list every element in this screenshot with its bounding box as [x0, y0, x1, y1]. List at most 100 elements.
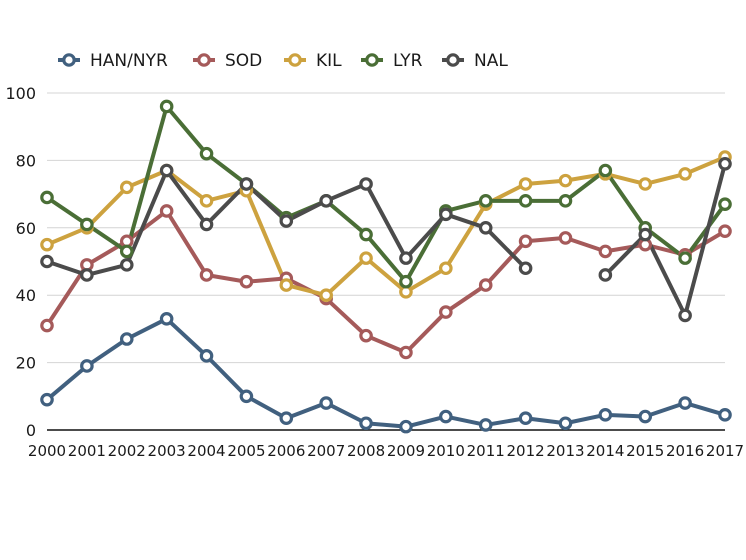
- data-point-nal: [518, 261, 533, 276]
- legend-marker: [365, 53, 379, 67]
- data-point-lyr: [40, 190, 54, 205]
- data-point-kil: [40, 237, 54, 252]
- y-tick-label: 20: [16, 354, 36, 373]
- gridlines: [47, 92, 725, 431]
- data-point-sod: [399, 345, 413, 360]
- data-point-kil: [119, 180, 134, 195]
- data-point-nal: [239, 177, 254, 191]
- data-point-han-nyr: [239, 389, 254, 404]
- data-point-han-nyr: [319, 396, 333, 410]
- data-point-nal: [359, 177, 373, 191]
- data-point-nal: [159, 163, 174, 178]
- x-tick-label: 2014: [586, 442, 624, 460]
- data-point-sod: [598, 244, 613, 259]
- data-point-sod: [159, 204, 174, 218]
- data-point-kil: [319, 288, 333, 302]
- legend-item-han-nyr: HAN/NYR: [58, 51, 168, 71]
- x-tick-label: 2011: [467, 442, 505, 460]
- data-point-kil: [199, 194, 214, 208]
- data-point-sod: [239, 274, 254, 289]
- data-point-kil: [279, 278, 294, 292]
- legend-item-sod: SOD: [193, 51, 262, 71]
- data-point-kil: [678, 167, 692, 181]
- legend-label: NAL: [474, 51, 508, 71]
- series-line-lyr: [45, 104, 727, 284]
- data-point-lyr: [159, 99, 174, 114]
- data-point-sod: [558, 231, 573, 245]
- x-tick-label: 2007: [307, 442, 345, 460]
- data-point-kil: [558, 173, 573, 188]
- data-point-lyr: [399, 274, 413, 289]
- data-point-lyr: [678, 251, 692, 265]
- data-point-sod: [359, 328, 373, 343]
- data-point-nal: [399, 251, 413, 265]
- legend-label: KIL: [316, 51, 342, 71]
- data-point-han-nyr: [40, 392, 54, 407]
- legend-label: SOD: [225, 51, 262, 71]
- data-point-han-nyr: [598, 408, 613, 422]
- legend-item-nal: NAL: [442, 51, 508, 71]
- data-point-han-nyr: [399, 419, 413, 434]
- series-points: [40, 99, 732, 434]
- data-point-han-nyr: [80, 359, 94, 373]
- x-tick-label: 2016: [666, 442, 704, 460]
- x-tick-label: 2009: [387, 442, 425, 460]
- data-point-han-nyr: [678, 396, 692, 410]
- data-point-nal: [40, 254, 54, 269]
- data-point-sod: [439, 305, 453, 319]
- data-point-sod: [40, 318, 54, 333]
- data-point-han-nyr: [638, 409, 653, 424]
- data-point-kil: [359, 251, 373, 265]
- legend-marker: [62, 53, 76, 67]
- data-point-sod: [478, 278, 493, 292]
- data-point-lyr: [718, 197, 732, 212]
- data-point-kil: [638, 177, 653, 191]
- data-point-lyr: [558, 194, 573, 208]
- x-tick-label: 2001: [68, 442, 106, 460]
- x-tick-label: 2006: [267, 442, 305, 460]
- data-point-lyr: [119, 244, 134, 259]
- x-tick-label: 2004: [187, 442, 225, 460]
- data-point-nal: [598, 268, 613, 282]
- legend-marker: [197, 53, 211, 67]
- data-point-han-nyr: [718, 408, 732, 422]
- x-tick-label: 2005: [227, 442, 265, 460]
- series-line-nal: [603, 161, 727, 318]
- data-point-nal: [119, 258, 134, 272]
- data-point-kil: [518, 177, 533, 191]
- data-point-han-nyr: [478, 418, 493, 432]
- legend-item-lyr: LYR: [361, 51, 423, 71]
- data-point-han-nyr: [279, 411, 294, 426]
- legend: HAN/NYR SOD KIL LYR NAL: [58, 51, 508, 71]
- y-tick-label: 100: [5, 84, 36, 103]
- data-point-nal: [199, 217, 214, 232]
- data-point-nal: [718, 156, 732, 171]
- legend-marker: [288, 53, 302, 67]
- x-tick-label: 2010: [427, 442, 465, 460]
- x-tick-label: 2017: [706, 442, 744, 460]
- data-point-han-nyr: [359, 416, 373, 431]
- legend-marker: [446, 53, 460, 67]
- data-point-lyr: [359, 227, 373, 242]
- y-tick-label: 0: [26, 421, 36, 440]
- x-tick-label: 2003: [148, 442, 186, 460]
- data-point-nal: [80, 268, 94, 282]
- data-point-lyr: [518, 194, 533, 208]
- data-point-sod: [518, 234, 533, 249]
- data-point-han-nyr: [119, 332, 134, 346]
- y-tick-label: 60: [16, 219, 36, 238]
- series-line-sod: [45, 208, 727, 355]
- x-tick-label: 2000: [28, 442, 66, 460]
- data-point-nal: [279, 214, 294, 228]
- data-point-nal: [319, 194, 333, 208]
- data-point-lyr: [80, 217, 94, 232]
- data-point-han-nyr: [558, 416, 573, 431]
- legend-label: HAN/NYR: [90, 51, 168, 71]
- x-tick-label: 2013: [546, 442, 584, 460]
- y-tick-label: 80: [16, 151, 36, 170]
- y-axis-ticks: 0 20 40 60 80 100: [5, 84, 36, 440]
- legend-item-kil: KIL: [284, 51, 342, 71]
- data-point-lyr: [598, 163, 613, 178]
- x-tick-label: 2008: [347, 442, 385, 460]
